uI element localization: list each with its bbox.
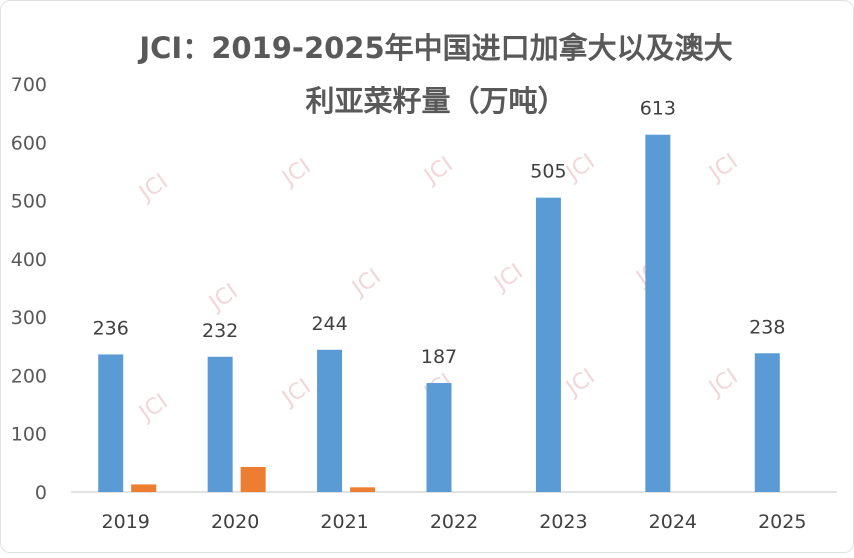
watermark-logo: JCI <box>560 364 599 402</box>
x-tick-label: 2024 <box>649 511 697 533</box>
y-tick-label: 200 <box>11 365 47 387</box>
y-tick-label: 700 <box>11 74 47 96</box>
watermark-logo: JCI <box>203 279 242 317</box>
watermark-logo: JCI <box>133 169 172 207</box>
x-axis-ticks: 2019 2020 2021 2022 2023 2024 2025 <box>102 511 807 533</box>
y-tick-label: 100 <box>11 424 47 446</box>
y-tick-label: 400 <box>11 249 47 271</box>
x-tick-label: 2021 <box>320 511 368 533</box>
x-tick-label: 2022 <box>430 511 478 533</box>
bar-series-1 <box>535 197 561 492</box>
data-label: 236 <box>93 317 129 339</box>
y-axis-ticks: 0 100 200 300 400 500 600 700 <box>11 74 47 504</box>
bars-layer: 236 232 244 187 505 613 238 <box>93 98 785 493</box>
y-tick-label: 600 <box>11 132 47 154</box>
y-tick-label: 500 <box>11 191 47 213</box>
watermark-logo: JCI <box>488 259 527 297</box>
x-tick-label: 2020 <box>211 511 259 533</box>
x-tick-label: 2019 <box>102 511 150 533</box>
data-label: 238 <box>749 316 785 338</box>
bar-series-2 <box>240 466 266 492</box>
watermark-logo: JCI <box>276 374 315 412</box>
data-label: 187 <box>421 346 457 368</box>
watermark-logo: JCI <box>133 389 172 427</box>
watermark-logo: JCI <box>418 152 457 190</box>
data-label: 244 <box>311 313 347 335</box>
watermark-logo: JCI <box>703 364 742 402</box>
bar-series-1 <box>317 349 343 492</box>
data-label: 505 <box>530 161 566 183</box>
bar-series-1 <box>426 383 452 492</box>
bar-series-1 <box>98 354 124 492</box>
data-label: 613 <box>640 98 676 120</box>
bar-series-2 <box>131 484 157 492</box>
bar-series-2 <box>350 487 376 492</box>
bar-series-1 <box>645 134 671 493</box>
bar-series-1 <box>754 353 780 492</box>
y-tick-label: 300 <box>11 307 47 329</box>
x-tick-label: 2023 <box>539 511 587 533</box>
bar-series-1 <box>207 356 233 492</box>
chart-title-line-1: JCI：2019-2025年中国进口加拿大以及澳大 <box>137 31 732 65</box>
watermark-logo: JCI <box>276 154 315 192</box>
chart-title-line-2: 利亚菜籽量（万吨） <box>305 84 566 118</box>
watermark-logo: JCI <box>346 264 385 302</box>
y-tick-label: 0 <box>35 482 47 504</box>
watermark-logo: JCI <box>703 149 742 187</box>
x-tick-label: 2025 <box>758 511 806 533</box>
data-label: 232 <box>202 320 238 342</box>
